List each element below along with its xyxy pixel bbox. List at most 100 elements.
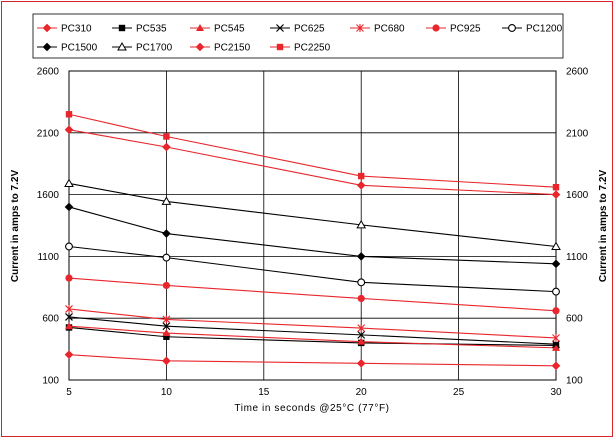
point-pc2250-2 <box>358 172 365 180</box>
series-line-pc680 <box>68 308 557 339</box>
point-pc2150-1 <box>162 142 171 152</box>
point-pc2150-3 <box>551 190 561 199</box>
point-pc310-0 <box>64 350 74 359</box>
y-tick-right-3: 1600 <box>566 190 589 201</box>
legend-item-pc545: PC545 <box>190 24 245 35</box>
legend-label-pc2150: PC2150 <box>214 43 251 54</box>
y-tick-left-1: 600 <box>42 314 59 325</box>
x-tick-3: 20 <box>356 387 368 398</box>
x-tick-2: 15 <box>258 387 270 398</box>
point-pc925-3 <box>552 307 560 315</box>
point-pc1700-2 <box>356 219 367 229</box>
x-ticks: 5 10 15 20 25 30 <box>66 387 562 398</box>
legend-item-pc680: PC680 <box>350 24 405 35</box>
point-pc310-1 <box>162 356 171 366</box>
legend-marker-pc1200 <box>508 24 516 32</box>
legend-marker-pc625 <box>276 24 284 32</box>
series-line-pc2150 <box>68 129 557 196</box>
point-pc2250-1 <box>163 133 170 140</box>
x-axis-title: Time in seconds @25°C (77°F) <box>234 403 389 414</box>
point-pc625-0 <box>65 313 73 321</box>
legend-marker-pc2250 <box>276 43 284 51</box>
point-pc1200-3 <box>552 287 560 296</box>
series-line-pc310 <box>68 354 557 367</box>
point-pc625-1-stroke-b <box>162 322 171 331</box>
legend-item-pc1700: PC1700 <box>112 41 173 54</box>
legend-item-pc925: PC925 <box>426 24 481 35</box>
legend-marker-pc925 <box>432 24 440 32</box>
point-pc1500-3 <box>551 259 561 269</box>
y-ticks-right: 100 600 1100 1600 2100 2600 <box>566 67 589 387</box>
series-pc2250 <box>65 111 560 191</box>
point-pc680-0 <box>65 304 73 313</box>
y-tick-right-4: 2100 <box>566 128 589 139</box>
point-pc680-2 <box>357 324 366 333</box>
y-tick-right-0: 100 <box>566 376 583 387</box>
legend-label-pc925: PC925 <box>450 24 481 35</box>
y-ticks-left: 100 600 1100 1600 2100 2600 <box>37 67 60 387</box>
point-pc625-2-stroke-b <box>357 330 366 339</box>
legend-item-pc1200: PC1200 <box>502 24 563 35</box>
legend-item-pc625: PC625 <box>270 24 325 35</box>
series-line-pc2250 <box>68 113 557 188</box>
series-line-pc545 <box>68 325 557 349</box>
legend-label-pc535: PC535 <box>136 24 167 35</box>
point-pc680-1 <box>162 315 171 324</box>
point-pc680-3 <box>552 333 560 342</box>
y-tick-left-4: 2100 <box>37 128 60 139</box>
point-pc625-1 <box>162 322 171 331</box>
legend-marker-pc1700 <box>117 41 127 51</box>
x-tick-0: 5 <box>66 387 72 398</box>
point-pc1700-1 <box>161 196 172 205</box>
point-pc2250-3 <box>552 183 560 191</box>
series-pc310 <box>64 350 561 371</box>
series-pc545 <box>65 322 560 351</box>
legend-marker-pc625-stroke-b <box>276 24 284 32</box>
point-pc625-3-stroke-b <box>552 340 560 349</box>
point-pc625-2 <box>357 330 366 339</box>
point-pc1200-1 <box>162 253 171 262</box>
point-pc2150-2 <box>356 181 366 190</box>
plot-area <box>68 70 557 381</box>
x-tick-1: 10 <box>161 387 173 398</box>
legend-label-pc1500: PC1500 <box>61 43 98 54</box>
series-line-pc1700 <box>68 182 557 248</box>
series-group <box>64 111 561 371</box>
series-line-pc925 <box>68 277 557 312</box>
series-pc2150 <box>64 125 561 199</box>
point-pc1500-1 <box>162 229 171 238</box>
legend-item-pc2250: PC2250 <box>270 43 331 54</box>
point-pc2150-0 <box>64 125 74 135</box>
series-line-pc1500 <box>68 206 557 265</box>
y-tick-right-1: 600 <box>566 314 583 325</box>
y-tick-left-0: 100 <box>42 376 59 387</box>
point-pc625-3 <box>552 340 560 349</box>
y-axis-title-left: Current in amps to 7.2V <box>10 170 21 283</box>
point-pc545-0 <box>65 322 73 330</box>
legend-label-pc310: PC310 <box>61 24 92 35</box>
point-pc1200-2 <box>357 278 366 287</box>
legend-marker-pc535 <box>118 24 126 32</box>
y-tick-left-5: 2600 <box>37 67 60 78</box>
point-pc545-1 <box>162 329 171 337</box>
series-pc1700 <box>64 178 561 251</box>
point-pc1700-3 <box>551 241 561 251</box>
legend-marker-pc310 <box>42 23 52 33</box>
legend-marker-pc545 <box>196 24 204 31</box>
point-pc545-2 <box>357 337 366 345</box>
legend-marker-pc2150 <box>195 42 205 52</box>
x-tick-4: 25 <box>453 387 465 398</box>
series-line-pc535 <box>68 326 557 346</box>
point-pc1200-0 <box>65 242 73 251</box>
legend-item-pc1500: PC1500 <box>37 43 98 54</box>
point-pc545-3 <box>552 343 560 351</box>
y-tick-right-5: 2600 <box>566 67 589 78</box>
y-tick-right-2: 1100 <box>566 252 588 263</box>
legend-box <box>32 13 564 59</box>
point-pc925-0 <box>65 274 73 282</box>
point-pc1700-0 <box>64 178 74 187</box>
point-pc310-3 <box>551 361 561 371</box>
y-tick-left-3: 1600 <box>37 190 60 201</box>
